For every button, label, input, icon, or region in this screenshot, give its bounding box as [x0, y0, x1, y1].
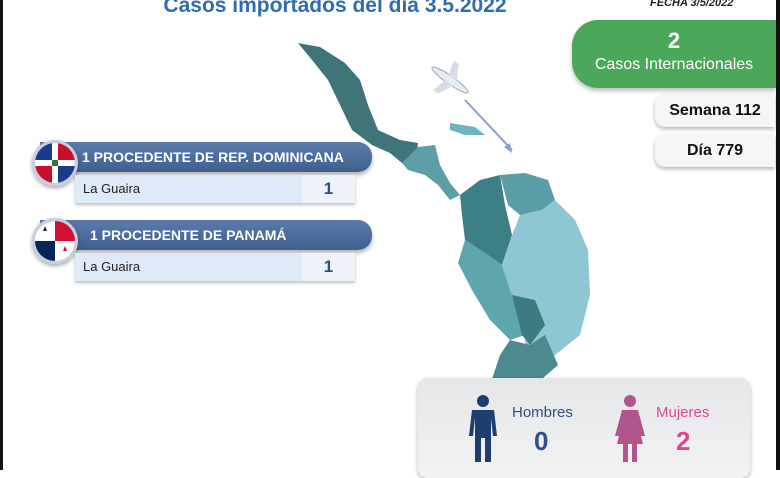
airplane-icon [431, 60, 469, 94]
women-label: Mujeres [656, 404, 710, 421]
page-title: Casos importados del día 3.5.2022 [163, 0, 507, 17]
week-box: Semana 112 [655, 95, 775, 127]
map-brazil [502, 200, 590, 385]
women-count: 2 [676, 426, 691, 456]
international-cases-box: 2 Casos Internacionales [572, 20, 776, 88]
origin-banner-dominican: 1 PROCEDENTE DE REP. DOMINICANA [40, 142, 372, 172]
city-name: La Guaira [83, 181, 141, 196]
city-count: 1 [302, 175, 355, 203]
origin-label: 1 PROCEDENTE DE PANAMÁ [90, 227, 287, 243]
gender-box: Hombres 0 Mujeres 2 [418, 378, 750, 478]
flight-arrow [464, 99, 513, 151]
map-central-america [402, 145, 460, 200]
city-name: La Guaira [83, 259, 141, 274]
origin-banner-panama: 1 PROCEDENTE DE PANAMÁ [40, 220, 372, 250]
city-count: 1 [302, 253, 355, 281]
men-label: Hombres [512, 404, 573, 421]
arrow-head [504, 143, 512, 153]
woman-icon [615, 395, 645, 462]
map-ecuador-peru [458, 240, 525, 340]
left-border [0, 0, 3, 470]
international-label: Casos Internacionales [594, 56, 754, 73]
day-box: Día 779 [655, 135, 775, 167]
map-mexico [298, 43, 418, 163]
map-colombia [460, 175, 512, 265]
origin-row: La Guaira 1 [75, 175, 355, 203]
man-icon [469, 395, 497, 462]
map-bolivia [512, 295, 545, 345]
origin-row: La Guaira 1 [75, 253, 355, 281]
panama-flag-icon [32, 218, 78, 264]
date-label: FECHA 3/5/2022 [650, 0, 734, 9]
men-count: 0 [534, 426, 549, 456]
dominican-republic-flag-icon [32, 140, 78, 186]
map-caribbean [450, 123, 485, 135]
origin-label: 1 PROCEDENTE DE REP. DOMINICANA [82, 149, 344, 165]
international-count: 2 [667, 28, 681, 53]
right-border [776, 0, 780, 470]
map-venezuela [500, 173, 555, 215]
